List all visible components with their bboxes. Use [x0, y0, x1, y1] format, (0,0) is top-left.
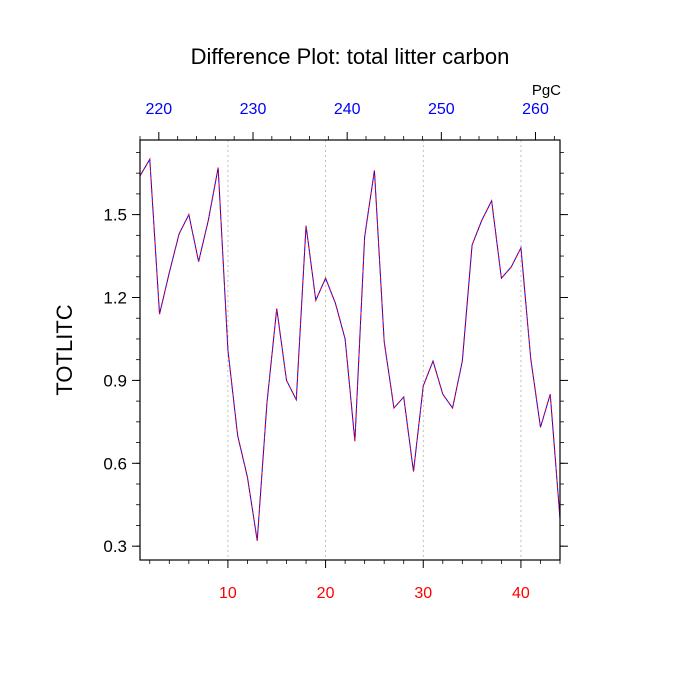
- x-top-tick-label-220: 220: [145, 101, 172, 118]
- y-tick-label-1.5: 1.5: [103, 206, 127, 225]
- plot-frame: [139, 139, 561, 561]
- axis-layer: 0.3 0.6 0.9 1.2 1.5 10 20 30 40 220 230 240 250 260: [103, 101, 568, 602]
- grid-layer: [227, 140, 522, 560]
- x-top-tick-label-260: 260: [522, 101, 549, 118]
- x-top-tick-label-250: 250: [428, 101, 455, 118]
- x-top-tick-label-230: 230: [240, 101, 267, 118]
- x-tick-label-40: 40: [512, 585, 530, 602]
- y-axis-label: TOTLITC: [52, 304, 77, 395]
- y-tick-label-0.9: 0.9: [103, 371, 127, 390]
- x-top-tick-label-240: 240: [334, 101, 361, 118]
- x-tick-label-30: 30: [414, 585, 432, 602]
- x-tick-label-20: 20: [317, 585, 335, 602]
- series-layer: [139, 157, 561, 541]
- x-tick-label-10: 10: [219, 585, 237, 602]
- y-tick-label-0.6: 0.6: [103, 454, 127, 473]
- units-label: PgC: [532, 82, 561, 99]
- y-tick-label-0.3: 0.3: [103, 537, 127, 556]
- series-line-overlay: [139, 157, 561, 541]
- series-line: [139, 157, 561, 541]
- y-tick-label-1.2: 1.2: [103, 289, 127, 308]
- chart-title: Difference Plot: total litter carbon: [191, 44, 510, 69]
